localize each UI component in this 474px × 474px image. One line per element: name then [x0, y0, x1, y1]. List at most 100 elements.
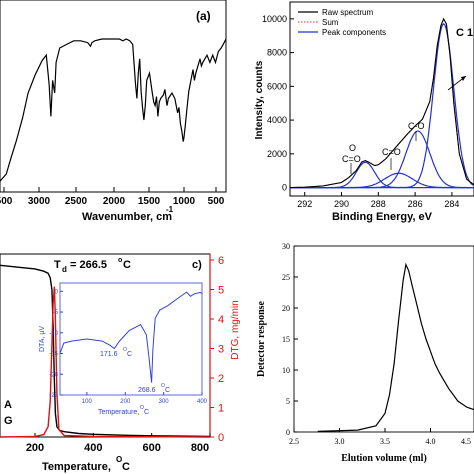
panel-c-right-tick-label: 5	[218, 285, 224, 297]
panel-b-y-tick-label: 8000	[267, 48, 287, 58]
panel-a-x-tick-label: 2000	[103, 196, 126, 207]
panel-d-x-tick-label: 3.0	[335, 437, 345, 446]
panel-c-right-ylabel: DTG, mg/min	[230, 300, 241, 359]
legend-fragment-a: A	[4, 399, 12, 411]
annot-o: O	[349, 143, 356, 153]
panel-c-right-tick-label: 2	[218, 373, 224, 385]
panel-b-y-ticks: 0 2000 4000 6000 8000 10000	[262, 14, 294, 193]
panel-c-xlabel-sup: O	[116, 455, 122, 464]
dta-inset: 100 200 300 400 -25 -20 -15 -10 -5 0 DTA, μV Tem…	[39, 282, 208, 416]
panel-d-y-tick-label: 10	[282, 366, 290, 375]
panel-b-arrowhead	[461, 76, 466, 81]
panel-c-xlabel-unit: C	[122, 461, 130, 473]
peak-components	[290, 23, 474, 189]
inset-annot-171: 171.6	[100, 351, 118, 358]
td-subscript: d	[62, 265, 67, 274]
panel-b-y-tick-label: 10000	[262, 14, 287, 24]
panel-d-y-tick-label: 15	[282, 335, 290, 344]
panel-b-x-tick-label: 284	[444, 199, 459, 209]
inset-frame	[59, 282, 203, 396]
inset-xlabel: Temperature,	[98, 409, 139, 416]
inset-annot-171-unit: C	[127, 351, 132, 358]
panel-d-y-tick-label: 30	[282, 242, 290, 251]
td-unit: C	[123, 259, 131, 271]
panel-d-x-tick-label: 3.5	[380, 437, 390, 446]
inset-xlabel-sup: O	[140, 405, 144, 411]
panel-d-y-tick-label: 25	[282, 273, 290, 282]
panel-a-x-tick-label: 500	[0, 196, 13, 207]
panel-c-x-tick-label: 600	[142, 442, 160, 454]
inset-x-tick-label: 100	[82, 399, 93, 405]
inset-x-tick-label: 200	[120, 399, 131, 405]
legend-raw-spectrum: Raw spectrum	[322, 8, 373, 17]
panel-b-x-tick-label: 292	[297, 199, 312, 209]
panel-c-xlabel: Temperature,	[42, 461, 111, 473]
peak-component-2	[290, 130, 474, 189]
peak-component-4	[290, 161, 474, 189]
peak-component-1	[290, 23, 474, 189]
panel-b-x-tick-label: 288	[371, 199, 386, 209]
inset-y-tick-label: 0	[55, 289, 59, 295]
panel-c-right-tick-label: 3	[218, 344, 224, 356]
tg-curve	[0, 264, 211, 438]
panel-a-x-tick-label: 1500	[138, 196, 161, 207]
td-label: T	[54, 259, 61, 271]
legend-fragment-g: G	[4, 415, 13, 427]
panel-c-x-tick-label: 800	[191, 442, 209, 454]
panel-a-x-tick-label: 2500	[65, 196, 88, 207]
panel-b-y-tick-label: 2000	[267, 149, 287, 159]
panel-d-gpc: 2.5 3.0 3.5 4.0 4.5 0 5 10 15 20 25 30 Detector re…	[256, 242, 474, 464]
panel-d-y-tick-label: 0	[286, 428, 290, 437]
panel-c-x-tick-label: 400	[84, 442, 102, 454]
annot-c-o: C-O	[408, 121, 425, 131]
inset-x-tick-label: 300	[159, 399, 170, 405]
panel-d-ylabel: Detector response	[256, 300, 267, 377]
inset-annot-268-sup: O	[161, 383, 165, 389]
panel-c-right-tick-label: 6	[218, 255, 224, 267]
panel-b-legend: Raw spectrum Sum Peak components	[298, 8, 386, 37]
annot-c-double-o-mid: C=O	[382, 147, 401, 157]
panel-b-y-tick-label: 6000	[267, 81, 287, 91]
panel-c-label: c)	[192, 259, 202, 271]
panel-b-xps: 292 290 288 286 284 0 2000 4000 6000 8000 10000 I…	[254, 1, 474, 223]
panel-c-right-tick-label: 0	[218, 432, 224, 444]
panel-b-x-tick-label: 290	[334, 199, 349, 209]
annot-c-double-o-left: C=O	[342, 154, 361, 164]
gpc-elution-curve	[317, 262, 474, 432]
inset-y-tick-label: -10	[49, 331, 58, 337]
panel-b-y-tick-label: 4000	[267, 115, 287, 125]
panel-d-x-tick-label: 4.0	[426, 437, 436, 446]
td-superscript: o	[118, 257, 122, 264]
panel-b-xlabel: Binding Energy, eV	[332, 211, 433, 223]
panel-d-xlabel: Elution volume (ml)	[341, 453, 427, 464]
legend-peak-components: Peak components	[322, 28, 386, 37]
panel-b-ylabel: Intensity, counts	[254, 60, 265, 139]
panel-d-x-tick-label: 4.5	[461, 437, 471, 446]
inset-ylabel: DTA, μV	[39, 326, 46, 352]
inset-x-ticks: 100 200 300 400	[82, 392, 208, 405]
panel-b-y-tick-label: 0	[282, 183, 287, 193]
panel-b-x-tick-label: 286	[408, 199, 423, 209]
panel-d-y-tick-label: 20	[282, 304, 290, 313]
inset-annot-268-unit: C	[165, 387, 170, 394]
inset-y-tick-label: -5	[53, 310, 59, 316]
inset-x-tick-label: 400	[197, 399, 208, 405]
panel-a-label: (a)	[196, 9, 211, 23]
panel-a-frame	[0, 0, 227, 193]
inset-y-ticks: -25 -20 -15 -10 -5 0	[49, 289, 63, 399]
inset-annot-268: 268.6	[138, 387, 156, 394]
panel-b-frame	[289, 1, 474, 197]
inset-y-tick-label: -25	[49, 393, 58, 399]
inset-y-tick-label: -20	[49, 372, 58, 378]
panel-a-x-tick-label: 500	[208, 196, 225, 207]
panel-c-x-ticks: 200 400 600 800	[26, 433, 211, 454]
panel-b-x-ticks: 292 290 288 286 284	[297, 192, 459, 209]
panel-a-x-tick-label: 3000	[28, 196, 51, 207]
panel-d-frame	[293, 245, 474, 433]
panel-c-x-tick-label: 200	[26, 442, 44, 454]
panel-c-right-tick-label: 1	[218, 403, 224, 415]
panel-d-x-tick-label: 2.5	[289, 437, 299, 446]
dta-curve	[59, 291, 203, 383]
